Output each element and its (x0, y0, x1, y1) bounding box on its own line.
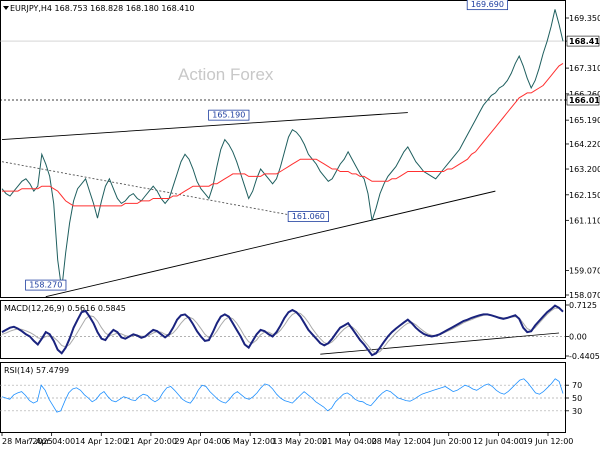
price-tick-label: 169.350 (569, 14, 600, 23)
price-annotation-box (466, 0, 509, 11)
dropdown-triangle-icon[interactable] (3, 6, 9, 10)
price-annotation-box (208, 109, 250, 121)
x-tick-label: 21 Apr 20:00 (125, 437, 177, 446)
price-annotation: 161.060 (292, 212, 325, 221)
x-tick-label: 28 May 12:00 (372, 437, 427, 446)
macd-signal-series (1, 307, 564, 354)
watermark: Action Forex (178, 65, 274, 84)
price-tick-label: 166.260 (569, 90, 600, 99)
macd-tick-label: 0.00 (569, 333, 587, 342)
macd-title: MACD(12,26,9) 0.5616 0.5845 (4, 304, 126, 313)
macd-tick-label: 0.7125 (569, 301, 597, 310)
price-annotation: 158.270 (29, 281, 62, 290)
x-tick-label: 14 Apr 12:00 (75, 437, 127, 446)
price-series (1, 9, 564, 290)
rsi-panel-frame (0, 362, 566, 433)
price-annotation-box (25, 279, 67, 291)
x-tick-label: 12 Jun 04:00 (473, 437, 524, 446)
rsi-series (1, 378, 564, 413)
rsi-axis: 70 50 30 (565, 381, 582, 416)
price-tick-label: 159.070 (569, 266, 600, 275)
x-tick-label: 7 Apr 04:00 (28, 437, 75, 446)
price-tick-label: 162.150 (569, 191, 600, 200)
x-tick-label: 4 Jun 20:00 (426, 437, 472, 446)
price-trendlines (1, 112, 496, 298)
price-axis-highlight (566, 35, 600, 47)
price-tick-label: 164.220 (569, 140, 600, 149)
price-panel: EURJPY,H4 168.753 168.828 168.180 168.41… (0, 0, 600, 300)
trendline (1, 112, 408, 141)
price-panel-frame (0, 0, 566, 298)
trendline (45, 190, 496, 298)
macd-panel: MACD(12,26,9) 0.5616 0.5845 0.7125 0.00 -0… (0, 300, 600, 361)
price-tick-label: 167.310 (569, 64, 600, 73)
price-grid (0, 40, 565, 101)
price-tick-label: 158.070 (569, 291, 600, 300)
macd-trendline (320, 332, 560, 355)
macd-tick-label: -0.4405 (569, 352, 600, 361)
price-tick-label: 161.110 (569, 216, 600, 225)
price-tick-label: 166.010 (569, 96, 600, 105)
price-annotations: 169.690 165.190 161.060 158.270 (25, 0, 509, 291)
price-annotation: 165.190 (212, 111, 245, 120)
x-tick-label: 29 Apr 04:00 (174, 437, 226, 446)
price-annotation: 169.690 (471, 0, 504, 9)
price-axis-highlight (566, 94, 600, 106)
price-tick-label: 165.190 (569, 116, 600, 125)
price-tick-label: 168.410 (569, 37, 600, 46)
x-tick-label: 13 May 20:00 (272, 437, 327, 446)
macd-axis: 0.7125 0.00 -0.4405 (565, 301, 600, 361)
rsi-tick-label: 50 (572, 394, 582, 403)
rsi-title: RSI(14) 57.4799 (4, 366, 69, 375)
x-tick-label: 6 May 12:00 (225, 437, 275, 446)
x-tick-label: 21 May 04:00 (322, 437, 377, 446)
rsi-tick-label: 30 (572, 407, 582, 416)
macd-series (1, 304, 564, 357)
symbol-line: EURJPY,H4 168.753 168.828 168.180 168.41… (10, 4, 195, 13)
rsi-tick-label: 70 (572, 381, 582, 390)
price-tick-label: 163.200 (569, 165, 600, 174)
price-annotation-box (287, 211, 329, 222)
moving-average-series (2, 62, 564, 207)
rsi-panel: RSI(14) 57.4799 70 50 30 (0, 362, 582, 433)
macd-panel-frame (0, 300, 566, 359)
trendline (1, 161, 321, 222)
x-tick-label: 28 Mar 2025 (2, 437, 53, 446)
x-tick-label: 19 Jun 12:00 (523, 437, 574, 446)
